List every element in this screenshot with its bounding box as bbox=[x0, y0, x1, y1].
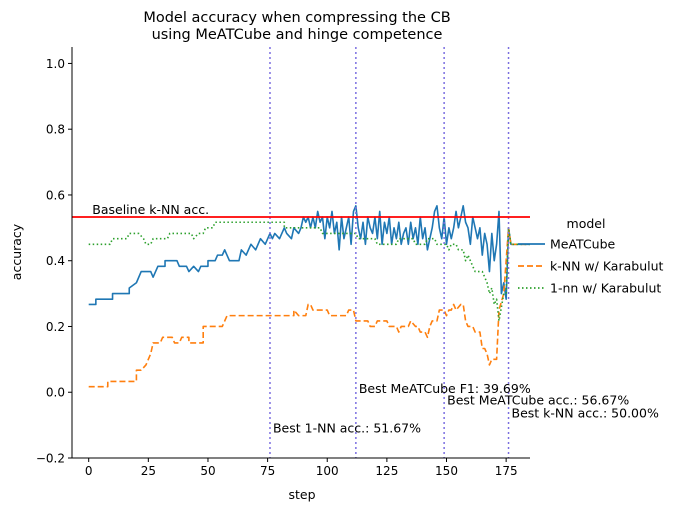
baseline-label: Baseline k-NN acc. bbox=[92, 202, 209, 217]
series-line-meatcube bbox=[88, 205, 530, 306]
x-tick-label: 25 bbox=[141, 464, 156, 478]
y-tick-label: 0.8 bbox=[46, 123, 65, 137]
y-tick-label: 1.0 bbox=[46, 57, 65, 71]
vertical-marker-label-3: Best MeATCube acc.: 56.67% bbox=[447, 392, 629, 407]
x-tick-label: 50 bbox=[200, 464, 215, 478]
vertical-marker-label-1: Best 1-NN acc.: 51.67% bbox=[273, 420, 421, 435]
y-tick-label: 0.4 bbox=[46, 254, 65, 268]
vertical-marker-label-2: Best MeATCube F1: 39.69% bbox=[359, 381, 531, 396]
x-axis-label: step bbox=[288, 487, 315, 502]
chart-title-line-1: Model accuracy when compressing the CB bbox=[143, 10, 450, 26]
y-tick-label: −0.2 bbox=[36, 452, 65, 466]
y-tick-label: 0.2 bbox=[46, 320, 65, 334]
legend-label-meatcube: MeATCube bbox=[550, 237, 616, 252]
series-line-1-nn-w-karabulut bbox=[88, 221, 530, 322]
y-tick-label: 0.0 bbox=[46, 386, 65, 400]
y-axis-label: accuracy bbox=[9, 223, 24, 280]
legend-label-knn-karabulut: k-NN w/ Karabulut bbox=[550, 259, 664, 274]
x-tick-label: 125 bbox=[375, 464, 398, 478]
plot-area: Baseline k-NN acc. Best 1-NN acc.: 51.67%… bbox=[36, 47, 659, 478]
vertical-marker-label-4: Best k-NN acc.: 50.00% bbox=[512, 406, 659, 421]
x-tick-label: 100 bbox=[316, 464, 339, 478]
legend-label-1nn-karabulut: 1-nn w/ Karabulut bbox=[550, 281, 661, 296]
legend: model MeATCube k-NN w/ Karabulut 1-nn w/… bbox=[518, 216, 664, 296]
legend-title: model bbox=[567, 216, 606, 231]
x-tick-label: 150 bbox=[435, 464, 458, 478]
chart-title-line-2: using MeATCube and hinge competence bbox=[152, 27, 443, 43]
x-tick-label: 75 bbox=[260, 464, 275, 478]
x-tick-label: 175 bbox=[495, 464, 518, 478]
x-tick-label: 0 bbox=[85, 464, 93, 478]
y-tick-label: 0.6 bbox=[46, 188, 65, 202]
series-line-k-nn-w-karabulut bbox=[88, 227, 530, 388]
